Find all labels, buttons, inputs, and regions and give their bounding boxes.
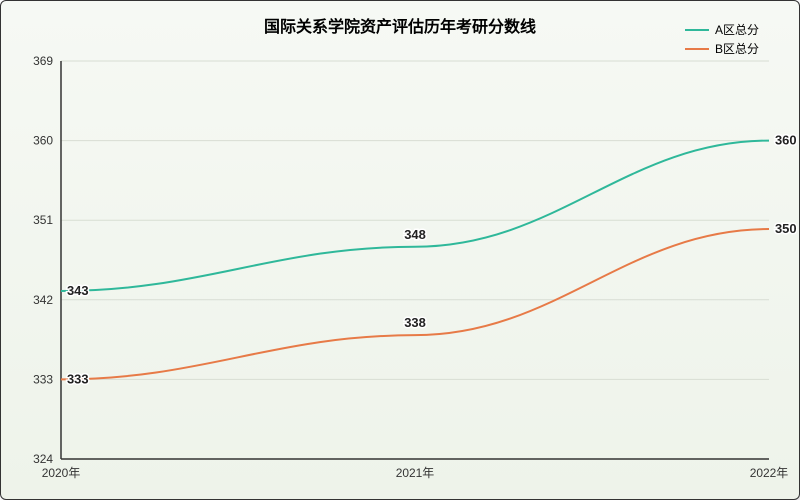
svg-text:369: 369 xyxy=(33,54,53,68)
svg-text:324: 324 xyxy=(33,452,53,466)
legend-label-b: B区总分 xyxy=(715,40,759,57)
series-group xyxy=(61,141,769,380)
chart-title: 国际关系学院资产评估历年考研分数线 xyxy=(1,13,799,37)
legend-swatch-b xyxy=(685,48,709,50)
legend-item-b: B区总分 xyxy=(685,40,759,57)
svg-text:2020年: 2020年 xyxy=(42,466,81,480)
svg-text:2021年: 2021年 xyxy=(396,466,435,480)
svg-text:351: 351 xyxy=(33,213,53,227)
svg-text:333: 333 xyxy=(33,372,53,386)
plot-area: 324333342351360369 2020年2021年2022年 34334… xyxy=(61,61,769,459)
svg-text:333: 333 xyxy=(67,371,89,386)
svg-text:2022年: 2022年 xyxy=(750,466,789,480)
legend-label-a: A区总分 xyxy=(715,21,759,38)
legend: A区总分 B区总分 xyxy=(685,21,759,59)
legend-item-a: A区总分 xyxy=(685,21,759,38)
svg-text:360: 360 xyxy=(775,133,797,148)
y-grid xyxy=(61,61,769,459)
x-ticks: 2020年 2021年 2022年 xyxy=(42,466,789,480)
chart-container: 国际关系学院资产评估历年考研分数线 A区总分 B区总分 324333342351… xyxy=(0,0,800,500)
svg-text:360: 360 xyxy=(33,134,53,148)
chart-svg: 324333342351360369 2020年2021年2022年 34334… xyxy=(61,61,769,459)
svg-text:343: 343 xyxy=(67,283,89,298)
svg-text:342: 342 xyxy=(33,293,53,307)
data-labels: 343 348 360 333 338 350 xyxy=(67,133,797,387)
svg-text:338: 338 xyxy=(404,315,426,330)
svg-text:350: 350 xyxy=(775,221,797,236)
legend-swatch-a xyxy=(685,29,709,31)
svg-text:348: 348 xyxy=(404,227,426,242)
y-ticks: 324 333 342 351 360 369 xyxy=(33,54,53,466)
